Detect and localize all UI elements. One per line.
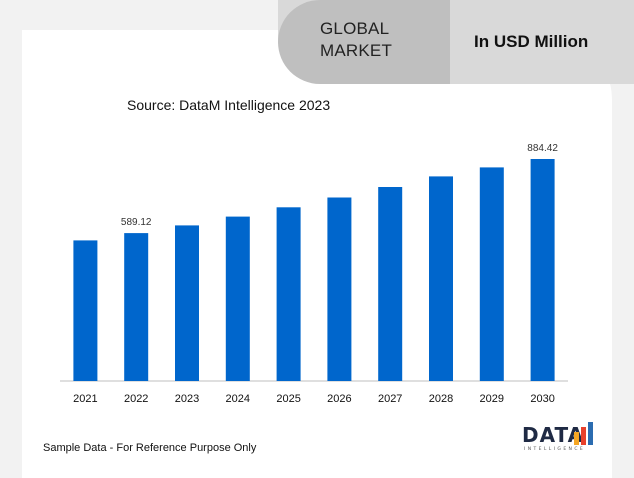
x-tick-label: 2024 (226, 393, 250, 405)
x-tick-label: 2030 (530, 393, 554, 405)
x-tick-label: 2028 (429, 393, 453, 405)
x-tick-label: 2023 (175, 393, 199, 405)
bar-2030 (530, 159, 555, 381)
logo-word: DATA (522, 423, 585, 447)
x-tick-label: 2027 (378, 393, 402, 405)
data-label: 884.42 (527, 143, 558, 154)
bar-2028 (429, 176, 453, 381)
x-tick-label: 2021 (73, 393, 97, 405)
bar-2022 (124, 233, 149, 381)
unit-label: In USD Million (474, 32, 589, 51)
header-tab-accent (278, 0, 450, 84)
bar-2021 (73, 240, 98, 381)
bar-2029 (479, 167, 504, 381)
x-tick-label: 2025 (276, 393, 300, 405)
bar-2024 (225, 216, 250, 381)
logo-subtext: INTELLIGENCE (524, 447, 586, 452)
content-panel (22, 30, 612, 478)
bar-2026 (327, 197, 352, 381)
data-label: 589.12 (121, 217, 152, 228)
x-tick-label: 2026 (327, 393, 351, 405)
header-tab (278, 0, 634, 84)
bar-2025 (276, 207, 301, 381)
footer-note: Sample Data - For Reference Purpose Only (43, 442, 257, 454)
company-logo: DATA INTELLIGENCE (522, 422, 602, 456)
x-tick-label: 2029 (480, 393, 504, 405)
bar-2023 (175, 225, 199, 381)
market-title: GLOBAL MARKET (320, 19, 393, 60)
logo-bars-icon (574, 422, 593, 445)
x-tick-label: 2022 (124, 393, 148, 405)
source-text: Source: DataM Intelligence 2023 (127, 97, 331, 113)
bar-2027 (378, 187, 403, 381)
